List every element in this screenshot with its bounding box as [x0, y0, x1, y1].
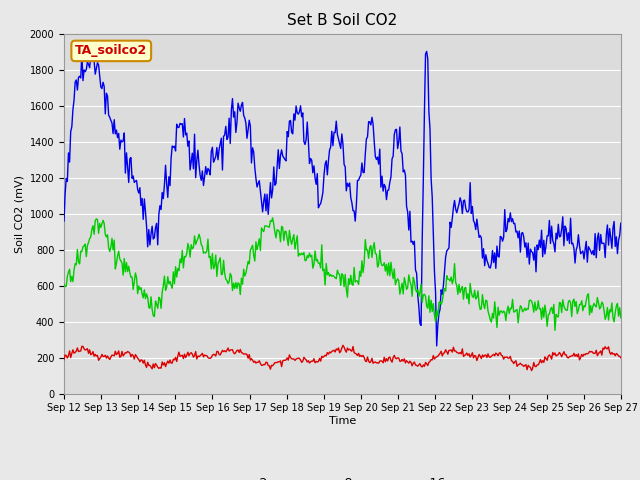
- Title: Set B Soil CO2: Set B Soil CO2: [287, 13, 397, 28]
- Legend: -2cm, -8cm, -16cm: -2cm, -8cm, -16cm: [215, 472, 470, 480]
- Y-axis label: Soil CO2 (mV): Soil CO2 (mV): [14, 175, 24, 252]
- X-axis label: Time: Time: [329, 416, 356, 426]
- Text: TA_soilco2: TA_soilco2: [75, 44, 147, 58]
